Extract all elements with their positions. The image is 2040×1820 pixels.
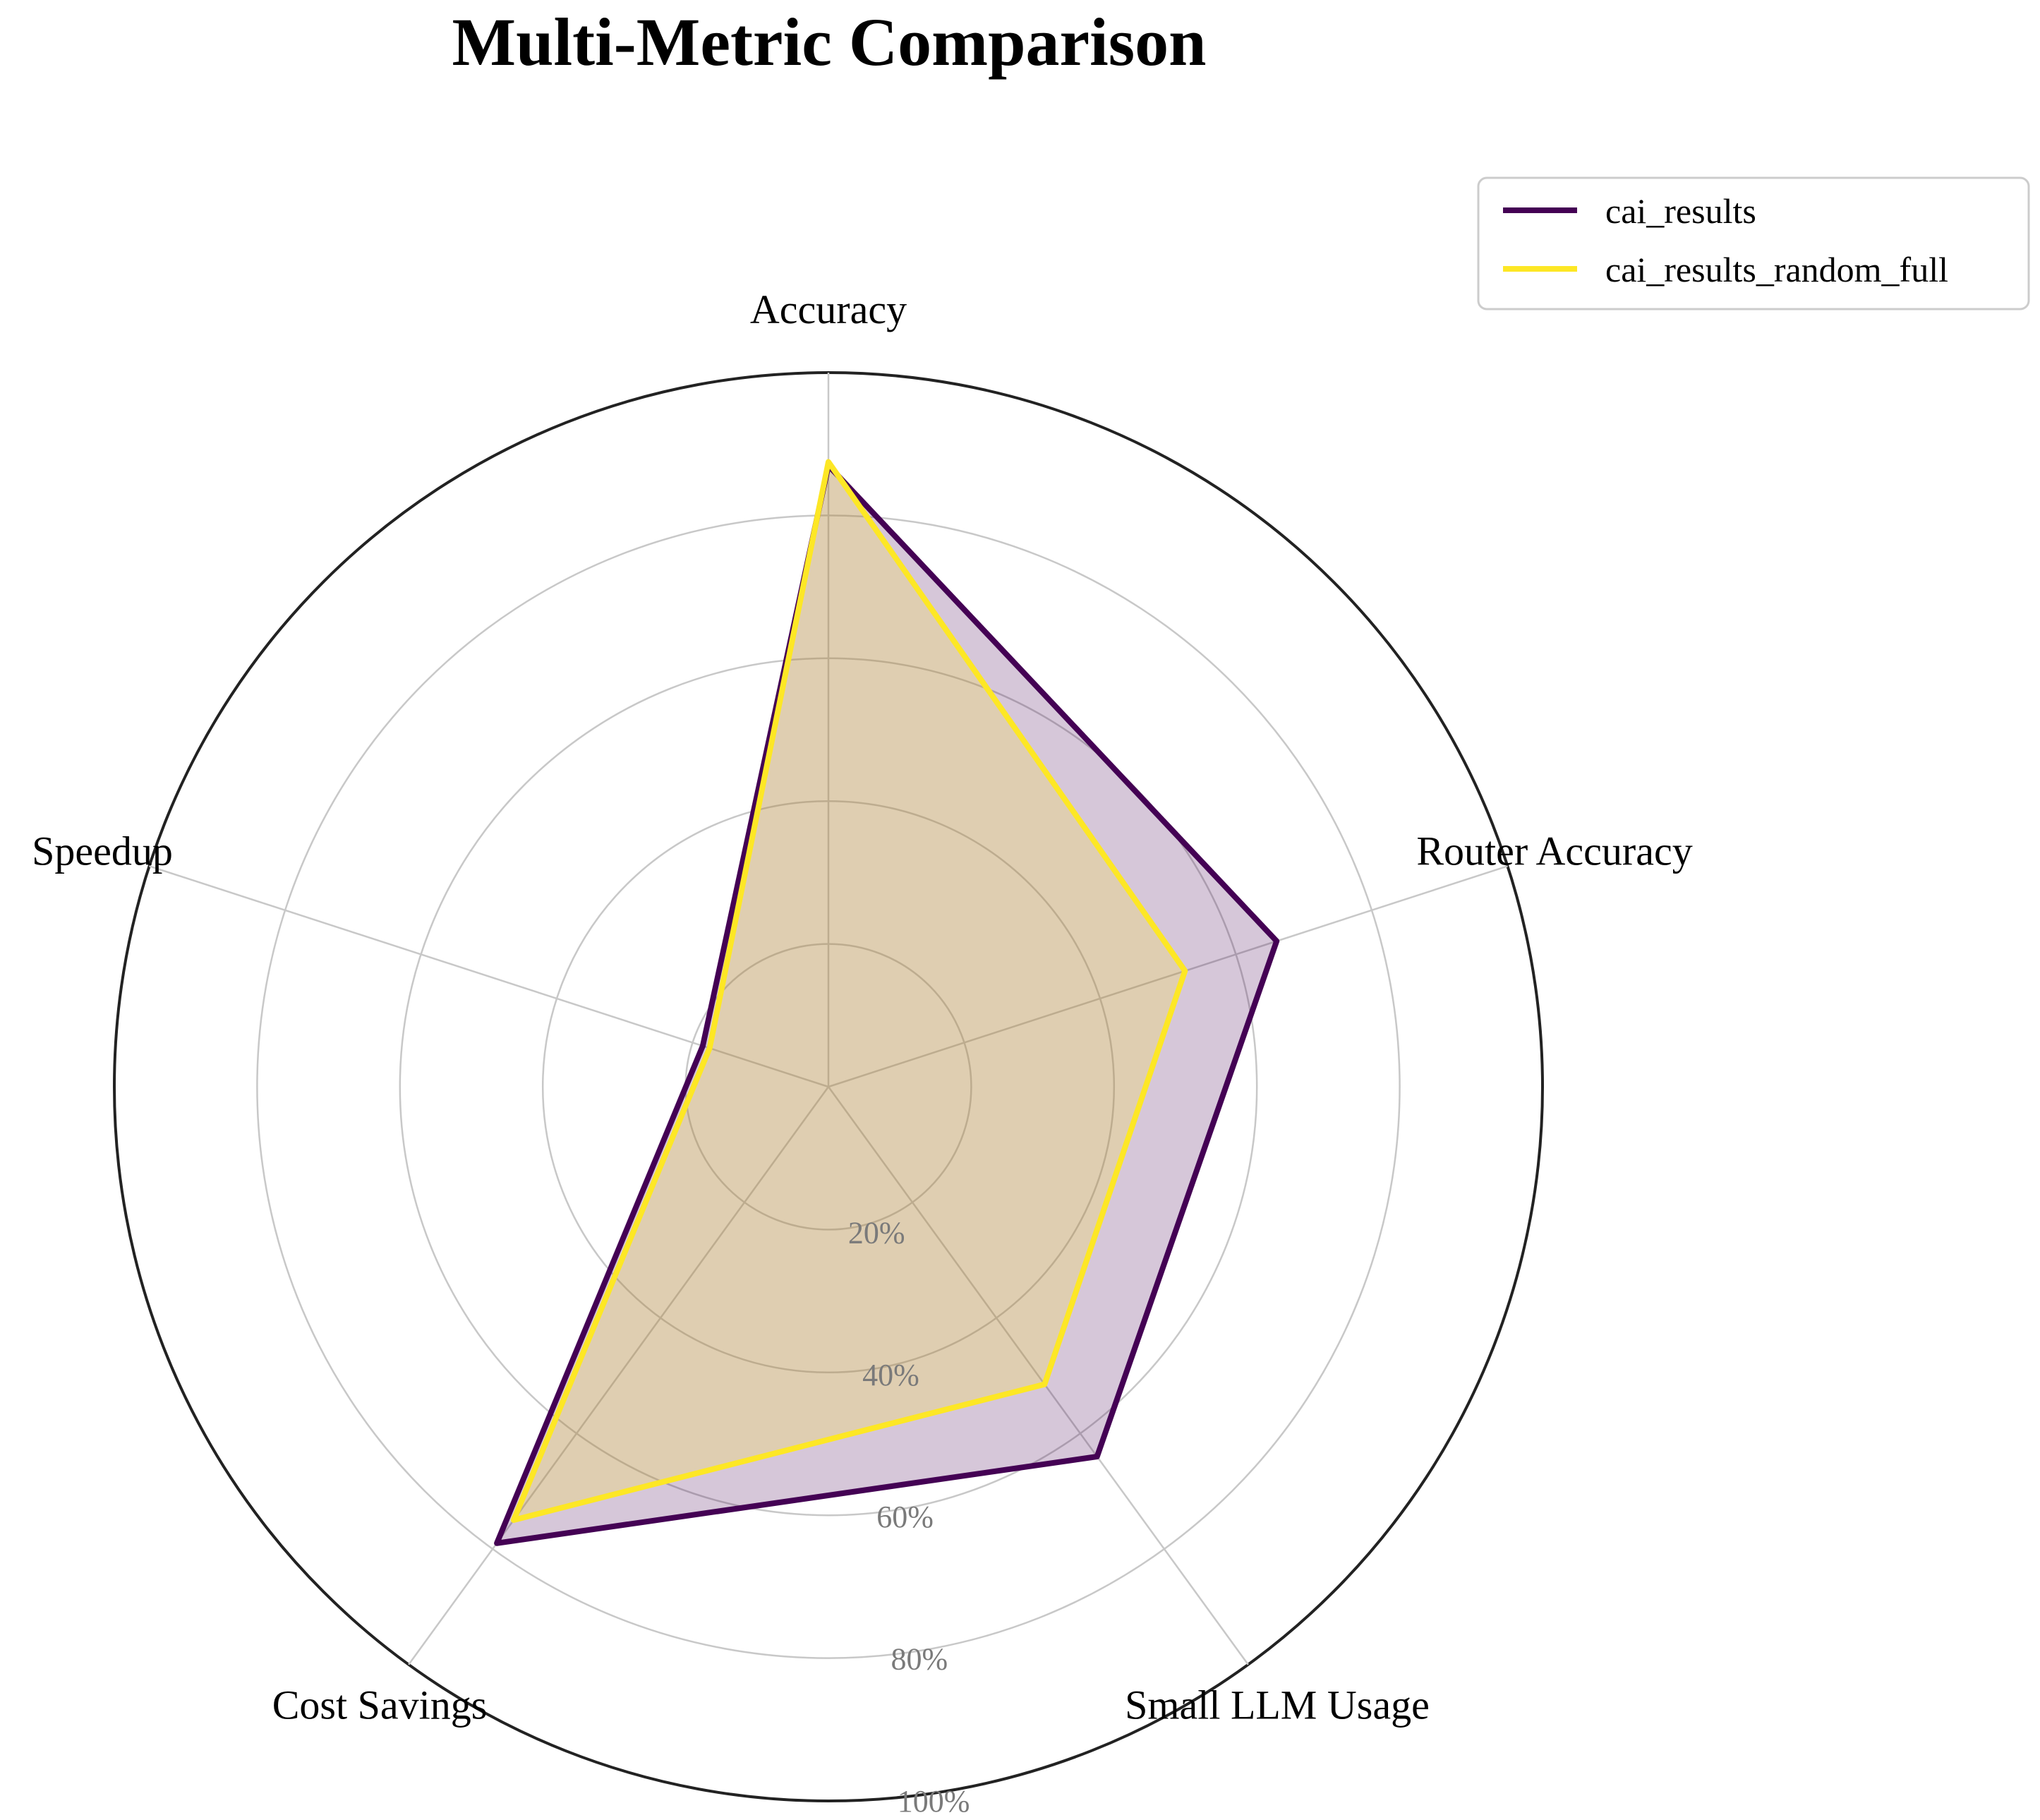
axis-label-cost-savings: Cost Savings	[272, 1682, 488, 1728]
legend: cai_results cai_results_random_full	[1477, 176, 2030, 311]
series-line-cai-results	[494, 462, 1280, 1546]
legend-frame	[1477, 176, 2030, 311]
grid-spoke	[408, 1086, 830, 1665]
axis-label-accuracy: Accuracy	[750, 287, 907, 332]
radial-tick-label: 60%	[876, 1500, 934, 1534]
radial-tick-label: 100%	[898, 1784, 970, 1819]
radial-tick-label: 20%	[848, 1215, 905, 1250]
axis-label-small-llm-usage: Small LLM Usage	[1125, 1682, 1430, 1728]
grid-spoke	[149, 865, 829, 1088]
series-lines	[494, 459, 1280, 1546]
axis-label-router-accuracy: Router Accuracy	[1416, 828, 1692, 874]
chart-title: Multi-Metric Comparison	[452, 4, 1206, 80]
radial-tick-label: 40%	[862, 1358, 919, 1392]
legend-label-cai-results-random-full: cai_results_random_full	[1605, 250, 1948, 289]
series-fill-cai-results-random-full	[513, 462, 1185, 1520]
legend-label-cai-results: cai_results	[1605, 191, 1756, 231]
radar-grid	[113, 371, 1544, 1802]
axis-labels: Accuracy Router Accuracy Small LLM Usage Co…	[32, 287, 1693, 1728]
radial-tick-label: 80%	[891, 1642, 948, 1677]
grid-spoke	[827, 1086, 1249, 1665]
axis-label-speedup: Speedup	[32, 828, 173, 874]
radial-tick-labels: 20% 40% 60% 80% 100%	[848, 1215, 970, 1819]
series-line-cai-results-random-full	[510, 459, 1188, 1523]
grid-spoke	[828, 865, 1508, 1088]
